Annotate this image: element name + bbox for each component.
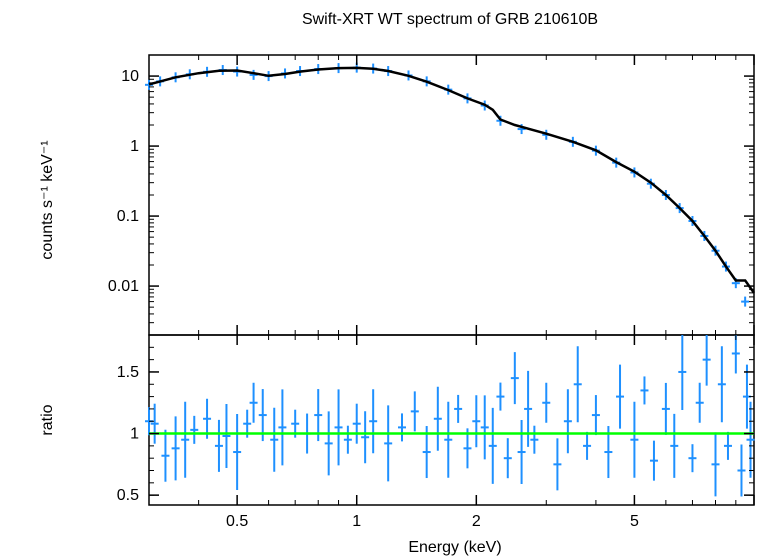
ratio-data-point: [463, 428, 472, 469]
ratio-data-point: [343, 425, 352, 454]
ratio-y-tick-label: 1.5: [117, 364, 139, 381]
ratio-data-point: [369, 389, 378, 454]
ratio-y-tick-label: 0.5: [117, 487, 139, 504]
ratio-data-point: [542, 382, 551, 423]
x-axis-label: Energy (keV): [408, 539, 501, 556]
ratio-data-point: [397, 413, 406, 442]
ratio-panel: 0.5 1 1.5 0.5 1 2 5: [117, 334, 755, 530]
ratio-x-ticks: 0.5 1 2 5: [148, 335, 755, 530]
ratio-data-point: [181, 401, 190, 478]
ratio-data-point: [222, 404, 231, 469]
ratio-data-point: [717, 346, 726, 423]
spectrum-data-points: [145, 62, 750, 307]
ratio-data-point: [723, 431, 732, 460]
ratio-data-point: [695, 382, 704, 423]
ratio-y-axis-label: ratio: [39, 404, 56, 435]
ratio-data-point: [496, 382, 505, 411]
x-tick-label: 5: [630, 513, 639, 530]
ratio-data-point: [444, 401, 453, 478]
ratio-data-point: [661, 382, 670, 435]
ratio-data-point: [150, 403, 159, 444]
spectrum-x-ticks: [148, 55, 755, 335]
ratio-data-point: [630, 401, 639, 478]
ratio-data-point: [384, 405, 393, 482]
ratio-data-point: [488, 407, 497, 484]
ratio-data-points: [145, 335, 755, 497]
ratio-data-point: [517, 420, 526, 485]
ratio-data-point: [433, 386, 442, 451]
ratio-data-point: [573, 346, 582, 423]
ratio-data-point: [688, 444, 697, 473]
spectrum-y-tick-label: 0.01: [108, 278, 139, 295]
ratio-data-point: [503, 438, 512, 479]
ratio-data-point: [361, 411, 370, 464]
ratio-y-tick-label: 1: [130, 426, 139, 443]
ratio-data-point: [214, 419, 223, 472]
ratio-frame: [148, 334, 755, 506]
ratio-data-point: [352, 403, 361, 444]
ratio-data-point: [278, 389, 287, 466]
ratio-data-point: [711, 432, 720, 497]
spectrum-y-ticks: 0.01 0.1 1 10: [108, 54, 754, 336]
ratio-data-point: [649, 440, 658, 481]
ratio-data-point: [553, 438, 562, 491]
ratio-data-point: [454, 394, 463, 423]
ratio-data-point: [640, 376, 649, 405]
spectrum-y-tick-label: 0.1: [117, 208, 139, 225]
ratio-data-point: [510, 352, 519, 405]
ratio-data-point: [616, 364, 625, 429]
ratio-data-point: [203, 398, 212, 439]
ratio-data-point: [233, 414, 242, 491]
x-tick-label: 1: [352, 513, 361, 530]
spectrum-data-point: [741, 296, 750, 307]
ratio-data-point: [334, 389, 343, 466]
ratio-data-point: [746, 401, 755, 478]
spectrum-panel: 0.01 0.1 1 10: [108, 54, 756, 336]
x-tick-label: 2: [472, 513, 481, 530]
ratio-data-point: [249, 382, 258, 423]
ratio-y-ticks: 0.5 1 1.5: [117, 346, 754, 504]
model-curve: [148, 66, 756, 294]
ratio-data-point: [171, 416, 180, 481]
chart-title: Swift-XRT WT spectrum of GRB 210610B: [302, 11, 598, 28]
ratio-data-point: [410, 391, 419, 432]
ratio-data-point: [583, 431, 592, 460]
ratio-data-point: [737, 444, 746, 497]
ratio-data-point: [270, 407, 279, 472]
ratio-data-point: [563, 389, 572, 454]
spectrum-y-tick-label: 10: [121, 68, 139, 85]
ratio-data-point: [731, 335, 740, 374]
ratio-data-point: [524, 370, 533, 447]
spectrum-y-tick-label: 1: [130, 138, 139, 155]
ratio-data-point: [678, 335, 687, 410]
ratio-data-point: [480, 395, 489, 460]
ratio-data-point: [702, 335, 711, 386]
ratio-data-point: [472, 395, 481, 448]
spectrum-y-axis-label: counts s⁻¹ keV⁻¹: [39, 140, 56, 259]
x-tick-label: 0.5: [226, 513, 248, 530]
ratio-data-point: [530, 425, 539, 454]
ratio-data-point: [161, 429, 170, 482]
ratio-data-point: [324, 411, 333, 476]
ratio-data-point: [190, 415, 199, 444]
ratio-data-point: [670, 413, 679, 478]
ratio-data-point: [591, 395, 600, 436]
